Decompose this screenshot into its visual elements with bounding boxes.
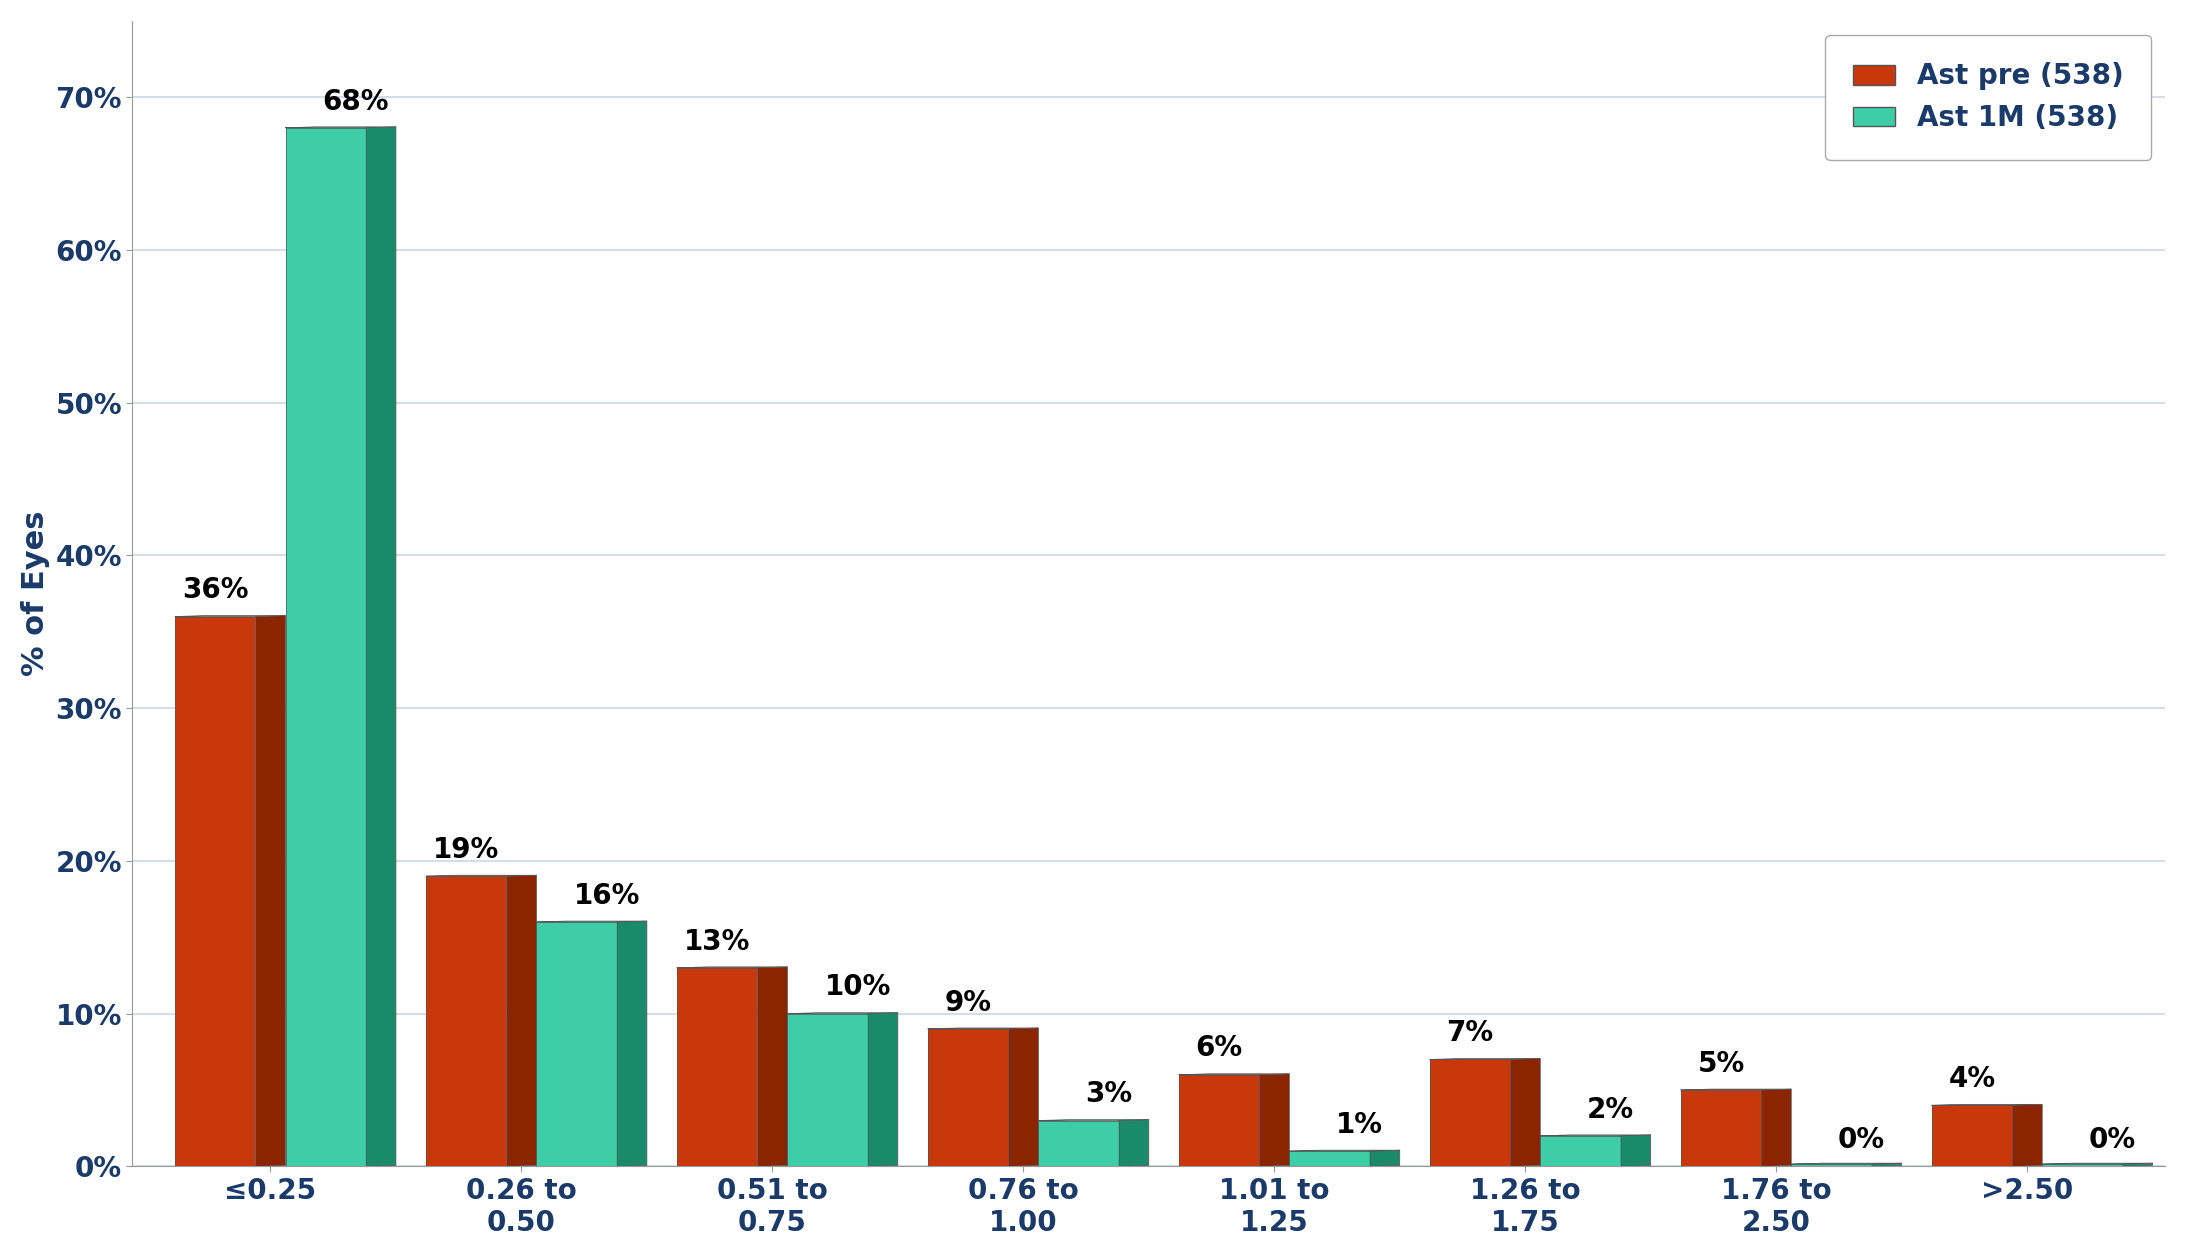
Polygon shape	[868, 1013, 898, 1166]
Text: 1%: 1%	[1336, 1111, 1384, 1138]
Polygon shape	[616, 921, 647, 1166]
Polygon shape	[365, 127, 396, 1166]
Bar	[1681, 1089, 1762, 1166]
Bar	[426, 876, 507, 1166]
Text: 4%: 4%	[1948, 1066, 1996, 1093]
Text: 2%: 2%	[1587, 1096, 1635, 1123]
Text: 9%: 9%	[944, 989, 992, 1016]
Text: 16%: 16%	[573, 882, 640, 910]
Bar	[1790, 1164, 1871, 1166]
Y-axis label: % of Eyes: % of Eyes	[22, 511, 50, 677]
Bar	[1038, 1121, 1119, 1166]
Polygon shape	[1511, 1058, 1541, 1166]
Text: 19%: 19%	[433, 835, 498, 864]
Bar	[1541, 1136, 1620, 1166]
Bar	[1290, 1151, 1371, 1166]
Polygon shape	[1871, 1164, 1902, 1166]
Text: 13%: 13%	[684, 927, 750, 956]
Bar	[1430, 1059, 1511, 1166]
Polygon shape	[2011, 1105, 2042, 1166]
Bar	[678, 967, 756, 1166]
Bar	[1932, 1106, 2011, 1166]
Polygon shape	[2123, 1164, 2153, 1166]
Text: 5%: 5%	[1696, 1049, 1744, 1078]
Bar	[286, 128, 365, 1166]
Text: 7%: 7%	[1447, 1019, 1493, 1047]
Bar	[536, 922, 616, 1166]
Text: 0%: 0%	[2090, 1126, 2136, 1154]
Bar	[787, 1014, 868, 1166]
Text: 10%: 10%	[824, 974, 892, 1001]
Polygon shape	[256, 615, 286, 1166]
Text: 3%: 3%	[1084, 1081, 1132, 1108]
Bar	[175, 616, 256, 1166]
Polygon shape	[1762, 1089, 1790, 1166]
Polygon shape	[756, 967, 787, 1166]
Polygon shape	[1008, 1028, 1038, 1166]
Polygon shape	[1620, 1135, 1650, 1166]
Text: 68%: 68%	[324, 88, 389, 116]
Polygon shape	[507, 876, 536, 1166]
Polygon shape	[1259, 1074, 1290, 1166]
Bar	[1178, 1074, 1259, 1166]
Bar	[2042, 1164, 2123, 1166]
Text: 6%: 6%	[1196, 1034, 1242, 1063]
Bar	[929, 1029, 1008, 1166]
Text: 0%: 0%	[1838, 1126, 1884, 1154]
Polygon shape	[1119, 1120, 1150, 1166]
Legend: Ast pre (538), Ast 1M (538): Ast pre (538), Ast 1M (538)	[1825, 35, 2151, 160]
Text: 36%: 36%	[181, 576, 249, 604]
Polygon shape	[1371, 1150, 1399, 1166]
